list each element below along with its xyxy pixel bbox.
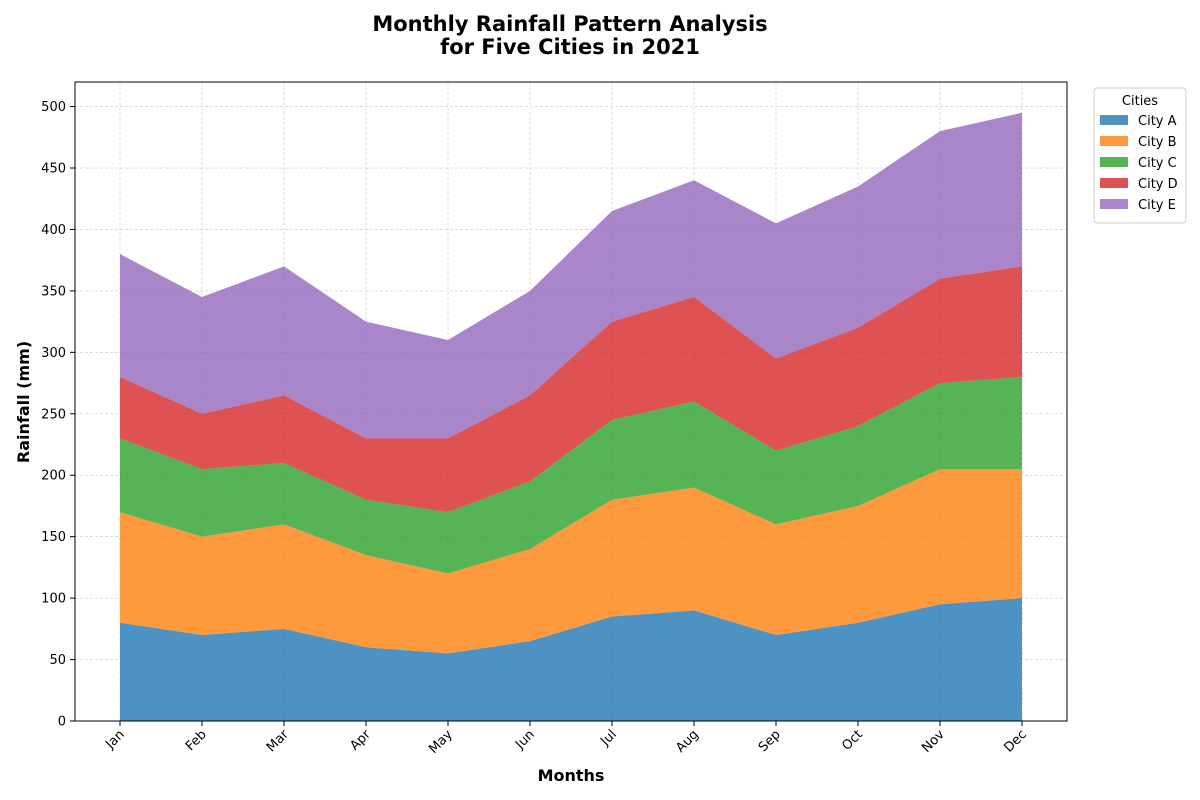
legend-swatch-city-c bbox=[1100, 157, 1128, 167]
x-tick-label: Nov bbox=[919, 727, 948, 756]
plot-frame bbox=[74, 81, 1068, 722]
y-tick-label: 450 bbox=[41, 162, 66, 177]
y-tick-label: 150 bbox=[41, 530, 66, 545]
legend: Cities City A City B City C City D City E bbox=[1093, 87, 1187, 224]
x-tick-label: Mar bbox=[264, 727, 292, 755]
legend-label-city-c: City C bbox=[1138, 156, 1177, 171]
legend-label-city-d: City D bbox=[1138, 177, 1178, 192]
chart-title-line-1: Monthly Rainfall Pattern Analysis bbox=[372, 12, 767, 36]
area-series-group bbox=[120, 112, 1022, 721]
chart-title-line-2: for Five Cities in 2021 bbox=[440, 35, 700, 59]
legend-title: Cities bbox=[1122, 94, 1158, 109]
legend-label-city-a: City A bbox=[1138, 114, 1177, 129]
area-series-city-d bbox=[120, 266, 1022, 513]
y-tick-label: 100 bbox=[41, 592, 66, 607]
legend-swatch-city-d bbox=[1100, 178, 1128, 188]
legend-swatch-city-b bbox=[1100, 136, 1128, 146]
x-tick-label: Apr bbox=[347, 727, 374, 754]
legend-swatch-city-e bbox=[1100, 199, 1128, 209]
x-tick-label: Jun bbox=[512, 727, 538, 753]
x-tick-label: Aug bbox=[673, 727, 702, 756]
area-series-city-c bbox=[120, 376, 1022, 574]
legend-label-city-e: City E bbox=[1138, 198, 1176, 213]
x-tick-label: Feb bbox=[183, 727, 210, 754]
legend-label-city-b: City B bbox=[1138, 135, 1177, 150]
area-series-city-a bbox=[120, 598, 1022, 721]
y-tick-label: 500 bbox=[41, 100, 66, 115]
y-tick-label: 0 bbox=[58, 715, 66, 730]
x-tick-label: Jul bbox=[597, 727, 619, 749]
legend-swatch-city-a bbox=[1100, 115, 1128, 125]
x-axis-label: Months bbox=[538, 766, 605, 785]
area-series-city-e bbox=[120, 112, 1022, 439]
y-tick-label: 250 bbox=[41, 407, 66, 422]
y-tick-label: 400 bbox=[41, 223, 66, 238]
x-tick-label: Sep bbox=[756, 727, 784, 755]
y-tick-label: 200 bbox=[41, 469, 66, 484]
area-series-city-b bbox=[120, 469, 1022, 654]
x-tick-label: Jan bbox=[102, 727, 127, 752]
x-tick-label: Dec bbox=[1001, 727, 1029, 755]
y-tick-label: 50 bbox=[49, 653, 66, 668]
y-tick-label: 300 bbox=[41, 346, 66, 361]
x-tick-label: May bbox=[426, 727, 456, 757]
y-tick-label: 350 bbox=[41, 284, 66, 299]
y-axis-label: Rainfall (mm) bbox=[14, 341, 33, 463]
x-tick-label: Oct bbox=[839, 727, 866, 754]
